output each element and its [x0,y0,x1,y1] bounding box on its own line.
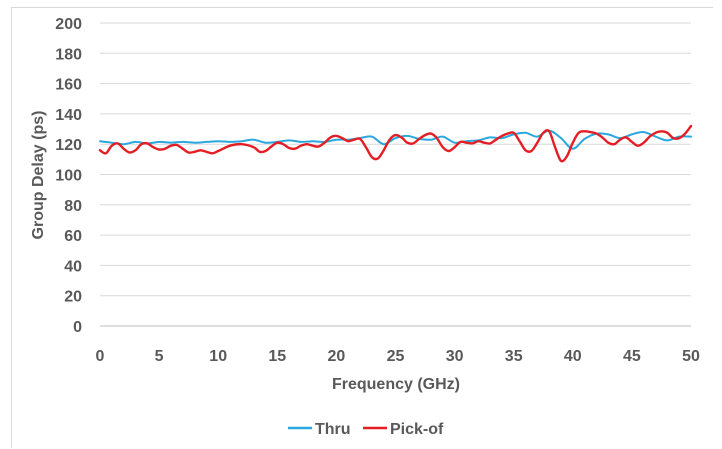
chart-frame [11,7,713,448]
x-tick-label: 40 [564,348,582,365]
y-axis-ticks: 0 20 40 60 80 100 120 140 160 180 200 [55,16,82,336]
series-line-pick-of [98,124,693,163]
y-tick-label: 180 [55,46,82,63]
legend-label: Thru [315,421,351,438]
x-axis-ticks: 0 5 10 15 20 25 30 35 40 45 50 [96,348,700,365]
legend-label: Pick-of [390,421,444,438]
x-tick-label: 15 [268,348,286,365]
y-tick-label: 140 [55,107,82,124]
x-axis-title: Frequency (GHz) [332,376,460,393]
x-tick-label: 25 [387,348,405,365]
x-tick-label: 20 [328,348,346,365]
x-tick-label: 50 [682,348,700,365]
legend: Thru Pick-of [288,421,444,438]
y-tick-label: 80 [64,198,82,215]
y-tick-label: 20 [64,289,82,306]
y-tick-label: 60 [64,228,82,245]
y-axis-title: Group Delay (ps) [30,111,47,240]
x-tick-label: 0 [96,348,105,365]
y-tick-label: 120 [55,137,82,154]
y-tick-label: 100 [55,168,82,185]
x-tick-label: 30 [446,348,464,365]
y-tick-label: 160 [55,77,82,94]
series-line-thru [99,129,692,150]
x-tick-label: 45 [623,348,641,365]
y-tick-label: 0 [73,319,82,336]
y-tick-label: 40 [64,258,82,275]
series-lines [98,124,693,163]
x-tick-label: 5 [155,348,164,365]
y-tick-label: 200 [55,16,82,33]
x-tick-label: 10 [209,348,227,365]
gridlines [100,22,691,297]
x-tick-label: 35 [505,348,523,365]
